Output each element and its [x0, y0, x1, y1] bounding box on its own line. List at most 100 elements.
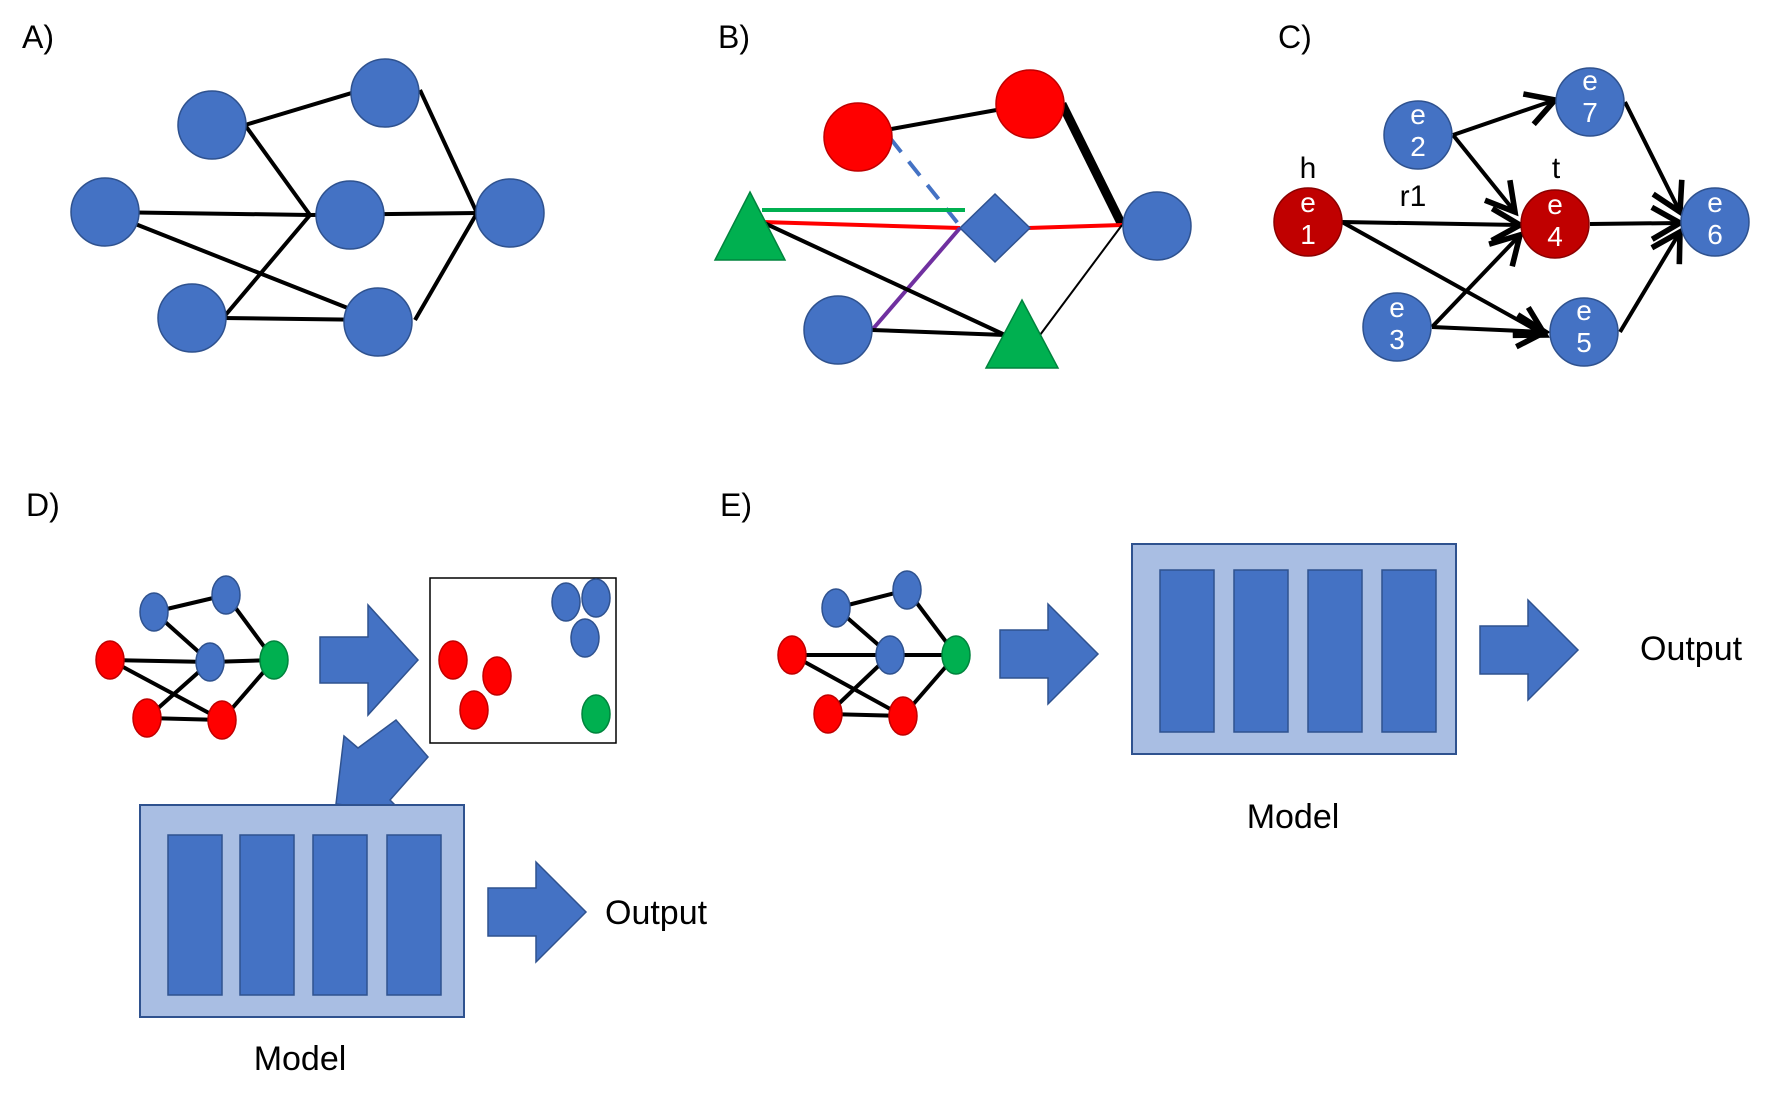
directed-edge — [1589, 204, 1686, 242]
arrow-right-icon — [1479, 598, 1580, 702]
node-red — [95, 640, 125, 680]
directed-edge — [1451, 133, 1519, 217]
node-blue — [195, 642, 225, 682]
node-triangle — [713, 190, 787, 261]
model-layer — [1381, 569, 1437, 733]
model-label: Model — [1247, 798, 1340, 836]
directed-edge — [1452, 91, 1561, 137]
panel-e-graph — [777, 570, 971, 736]
entity-node — [1273, 187, 1343, 257]
model-layer — [1233, 569, 1289, 733]
node — [350, 58, 420, 128]
arrow-right-icon — [319, 603, 420, 717]
node-green — [941, 635, 971, 675]
panel-b-nodes — [713, 69, 1192, 369]
node-triangle — [984, 298, 1060, 369]
arrow-right-icon — [999, 602, 1100, 706]
head-label: h — [1300, 152, 1317, 185]
edge — [221, 213, 312, 320]
directed-edge — [1618, 227, 1683, 334]
edge-red — [761, 220, 961, 230]
edge — [871, 328, 1006, 337]
panel-e-label: E) — [720, 487, 752, 523]
edge-red — [1027, 223, 1123, 230]
node-green — [259, 640, 289, 680]
node-red — [823, 102, 893, 172]
point-blue — [570, 618, 600, 658]
node — [157, 283, 227, 353]
node-red — [995, 69, 1065, 139]
directed-edge — [1341, 220, 1550, 339]
edge-thick — [1057, 102, 1127, 227]
directed-edge — [1623, 101, 1685, 218]
node-red — [207, 700, 237, 740]
point-blue — [551, 582, 581, 622]
node-blue — [803, 295, 873, 365]
model-label: Model — [254, 1040, 347, 1078]
entity-node — [1520, 189, 1590, 259]
output-label: Output — [1640, 630, 1743, 668]
edge — [243, 123, 312, 217]
model-layer — [1307, 569, 1363, 733]
model-layer — [1159, 569, 1215, 733]
node-diamond — [958, 192, 1032, 264]
relation-label: r1 — [1400, 180, 1427, 213]
tail-label: t — [1552, 152, 1561, 185]
panel-d-label: D) — [26, 487, 60, 523]
panel-a-label: A) — [22, 19, 54, 55]
directed-edge — [1341, 206, 1526, 243]
directed-edge — [1430, 230, 1524, 329]
panel-c-label: C) — [1278, 19, 1312, 55]
entity-node — [1555, 67, 1625, 137]
panel-b: B) — [713, 19, 1192, 369]
edge — [109, 658, 223, 722]
node-red — [813, 694, 843, 734]
node — [315, 180, 385, 250]
panel-c-edges — [1341, 91, 1686, 350]
node-blue — [139, 592, 169, 632]
node-blue — [211, 575, 241, 615]
output-label: Output — [605, 894, 708, 932]
entity-node — [1362, 292, 1432, 362]
point-red — [459, 690, 489, 730]
model-block — [1131, 543, 1457, 755]
panel-b-edges — [761, 102, 1127, 337]
node-blue — [1122, 191, 1192, 261]
node-blue — [875, 635, 905, 675]
model-block — [139, 804, 465, 1018]
node — [343, 287, 413, 357]
model-layer — [312, 834, 368, 996]
arrow-down-left-icon — [335, 718, 429, 814]
point-red — [438, 640, 468, 680]
node-blue — [892, 570, 922, 610]
edge — [791, 653, 904, 718]
node — [70, 177, 140, 247]
embedding-points — [438, 578, 611, 734]
panel-a: A) — [22, 19, 545, 357]
model-layer — [386, 834, 442, 996]
node-red — [888, 696, 918, 736]
panel-b-label: B) — [718, 19, 750, 55]
edge — [109, 658, 211, 664]
directed-edge — [1431, 312, 1551, 350]
entity-node — [1383, 100, 1453, 170]
panel-a-nodes — [70, 58, 545, 357]
entity-node — [1549, 297, 1619, 367]
edge-thin — [1039, 224, 1123, 336]
edge — [418, 89, 479, 214]
panel-d-graph — [95, 575, 289, 740]
point-blue — [581, 578, 611, 618]
entity-node — [1680, 187, 1750, 257]
node-blue — [821, 588, 851, 628]
edge-purple — [870, 226, 962, 332]
model-layer — [239, 834, 295, 996]
point-red — [482, 656, 512, 696]
